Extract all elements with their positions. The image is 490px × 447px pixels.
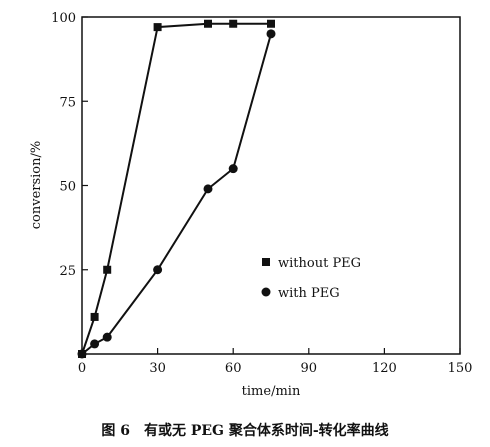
data-point-circle (203, 184, 213, 194)
data-point-square (103, 265, 112, 274)
y-tick-label: 75 (59, 95, 76, 110)
y-axis-label: conversion/% (29, 141, 44, 230)
data-point-circle (228, 164, 238, 174)
plot-frame (81, 16, 461, 355)
y-tick-label: 100 (51, 11, 76, 26)
y-tick-label: 25 (59, 264, 76, 279)
data-point-circle (266, 29, 276, 39)
legend-marker-circle (261, 287, 271, 297)
data-point-square (90, 312, 99, 321)
x-axis-label: time/min (242, 384, 301, 399)
x-tick-label: 120 (372, 361, 397, 376)
series-line (81, 22, 271, 355)
data-point-square (153, 23, 162, 32)
y-axis-ticks: 25 50 75 100 (51, 11, 88, 279)
x-tick-label: 60 (225, 361, 242, 376)
legend-label: without PEG (278, 256, 361, 271)
data-point-circle (153, 265, 163, 275)
data-point-circle (90, 339, 100, 349)
series-with-peg (77, 29, 276, 359)
x-axis-ticks: 0 30 60 90 120 150 (78, 348, 473, 376)
legend-marker-square (262, 258, 270, 266)
series-without-peg (78, 19, 275, 358)
x-tick-label: 30 (149, 361, 166, 376)
series-layer (77, 19, 276, 359)
x-tick-label: 0 (78, 361, 86, 376)
legend: without PEG with PEG (261, 256, 361, 301)
data-point-circle (77, 349, 87, 359)
series-line (81, 33, 272, 355)
data-point-circle (102, 332, 112, 342)
data-point-square (204, 19, 212, 28)
data-point-square (229, 19, 238, 28)
x-tick-label: 90 (301, 361, 318, 376)
data-point-square (267, 19, 275, 28)
figure-caption: 图 6 有或无 PEG 聚合体系时间-转化率曲线 (101, 423, 389, 439)
legend-label: with PEG (278, 286, 340, 301)
y-tick-label: 50 (59, 180, 76, 195)
x-tick-label: 150 (448, 361, 473, 376)
